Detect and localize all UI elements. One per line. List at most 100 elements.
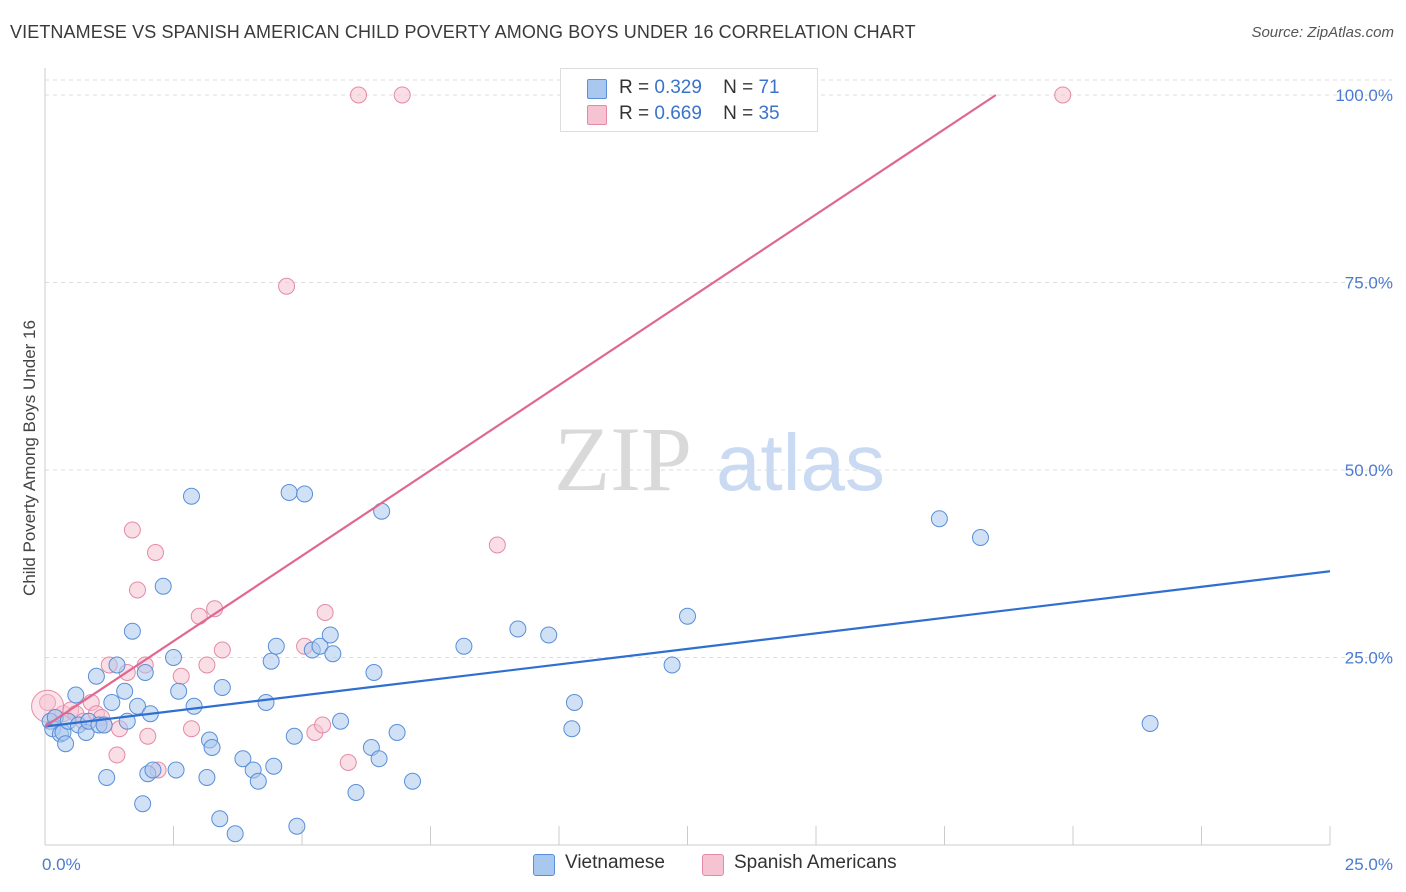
spanish-americans-point <box>147 544 165 561</box>
vietnamese-point <box>234 750 252 768</box>
vietnamese-point <box>226 825 244 843</box>
vietnamese-point <box>95 716 113 734</box>
vietnamese-trend-line <box>44 570 1331 728</box>
vietnamese-point <box>57 735 75 753</box>
vietnamese-point <box>134 795 152 813</box>
spanish-americans-point <box>350 86 368 104</box>
vietnamese-point <box>679 607 696 625</box>
correlation-legend: R = 0.329 N = 71 R = 0.669 N = 35 <box>560 68 818 132</box>
vietnamese-point <box>87 667 105 685</box>
vietnamese-point <box>930 510 948 528</box>
vietnamese-point <box>540 626 558 644</box>
vietnamese-point <box>1141 715 1159 732</box>
vietnamese-point <box>136 664 154 681</box>
vietnamese-point <box>565 694 583 711</box>
legend-swatch-pink <box>587 105 607 125</box>
vietnamese-point <box>324 645 342 663</box>
legend-swatch-pink <box>702 854 724 876</box>
legend-r-label: R = <box>619 77 650 98</box>
vietnamese-point <box>280 484 298 501</box>
vietnamese-point <box>663 656 681 674</box>
legend-n-value: 71 <box>758 77 780 98</box>
vietnamese-point <box>971 529 989 546</box>
y-tick-label: 25.0% <box>1345 649 1393 668</box>
vietnamese-point <box>170 682 188 700</box>
spanish-americans-points <box>31 86 1072 779</box>
vietnamese-point <box>167 761 185 779</box>
x-tick-label: 0.0% <box>42 855 81 874</box>
spanish-americans-point <box>172 667 190 685</box>
vietnamese-point <box>123 622 141 640</box>
vietnamese-point <box>265 757 283 775</box>
vietnamese-point <box>370 750 388 768</box>
spanish-americans-point <box>316 604 334 621</box>
legend-r-label: R = <box>619 103 650 124</box>
vietnamese-point <box>165 649 182 666</box>
legend-n-label: N = <box>723 103 754 124</box>
y-tick-label: 100.0% <box>1335 86 1393 105</box>
vietnamese-point <box>116 682 134 700</box>
spanish-americans-point <box>39 694 57 711</box>
spanish-americans-point <box>339 754 357 771</box>
spanish-americans-trend-line <box>44 94 997 728</box>
legend-r-value: 0.329 <box>654 77 702 98</box>
vietnamese-point <box>404 772 422 790</box>
vietnamese-point <box>108 656 126 674</box>
chart-title: VIETNAMESE VS SPANISH AMERICAN CHILD POV… <box>10 22 916 42</box>
spanish-americans-point <box>108 746 126 764</box>
y-tick-label: 50.0% <box>1345 461 1393 480</box>
legend-swatch-blue <box>587 79 607 99</box>
vietnamese-point <box>67 686 85 704</box>
vietnamese-point <box>311 637 329 655</box>
trend-lines <box>44 94 1331 728</box>
vietnamese-point <box>213 679 231 696</box>
legend-n-label: N = <box>723 77 754 98</box>
y-axis-label: Child Poverty Among Boys Under 16 <box>20 320 39 596</box>
y-tick-label: 75.0% <box>1345 274 1393 293</box>
vietnamese-point <box>103 694 121 711</box>
grid-lines <box>45 79 1392 658</box>
vietnamese-point <box>563 720 581 738</box>
vietnamese-point <box>198 769 216 786</box>
spanish-americans-point <box>139 727 157 745</box>
legend-label-spanish-americans: Spanish Americans <box>734 852 897 873</box>
vietnamese-point <box>288 817 306 835</box>
legend-swatch-blue <box>533 854 555 876</box>
watermark-atlas: atlas <box>716 418 885 507</box>
vietnamese-point <box>144 761 162 779</box>
source-label: Source: ZipAtlas.com <box>1251 24 1394 41</box>
spanish-americans-point <box>182 720 200 738</box>
vietnamese-point <box>262 652 280 670</box>
spanish-americans-point <box>393 86 411 104</box>
vietnamese-point <box>211 810 229 828</box>
tick-labels: 25.0% 50.0% 75.0% 100.0% 0.0% 25.0% <box>42 86 1393 874</box>
spanish-americans-point <box>488 536 506 554</box>
vietnamese-point <box>347 784 365 801</box>
watermark-zip: ZIP <box>554 408 692 510</box>
spanish-americans-point <box>123 521 141 539</box>
x-tick-label: 25.0% <box>1345 855 1393 874</box>
spanish-americans-point <box>213 641 231 659</box>
vietnamese-point <box>267 637 285 655</box>
vietnamese-point <box>509 620 527 638</box>
vietnamese-point <box>257 694 275 711</box>
vietnamese-point <box>98 769 116 786</box>
legend-n-value: 35 <box>758 103 780 124</box>
vietnamese-point <box>203 739 221 756</box>
spanish-americans-point <box>314 716 332 734</box>
vietnamese-point <box>249 772 267 790</box>
watermark: ZIP atlas <box>554 408 885 510</box>
vietnamese-point <box>285 727 303 745</box>
vietnamese-point <box>321 626 339 644</box>
vietnamese-point <box>388 724 406 741</box>
spanish-americans-point <box>129 581 147 599</box>
legend-label-vietnamese: Vietnamese <box>565 852 665 873</box>
vietnamese-point <box>332 712 350 730</box>
vietnamese-point <box>154 577 172 595</box>
vietnamese-point <box>296 485 314 503</box>
spanish-americans-point <box>278 277 296 295</box>
spanish-americans-point <box>1054 86 1072 104</box>
vietnamese-point <box>455 637 473 655</box>
spanish-americans-point <box>198 656 216 674</box>
